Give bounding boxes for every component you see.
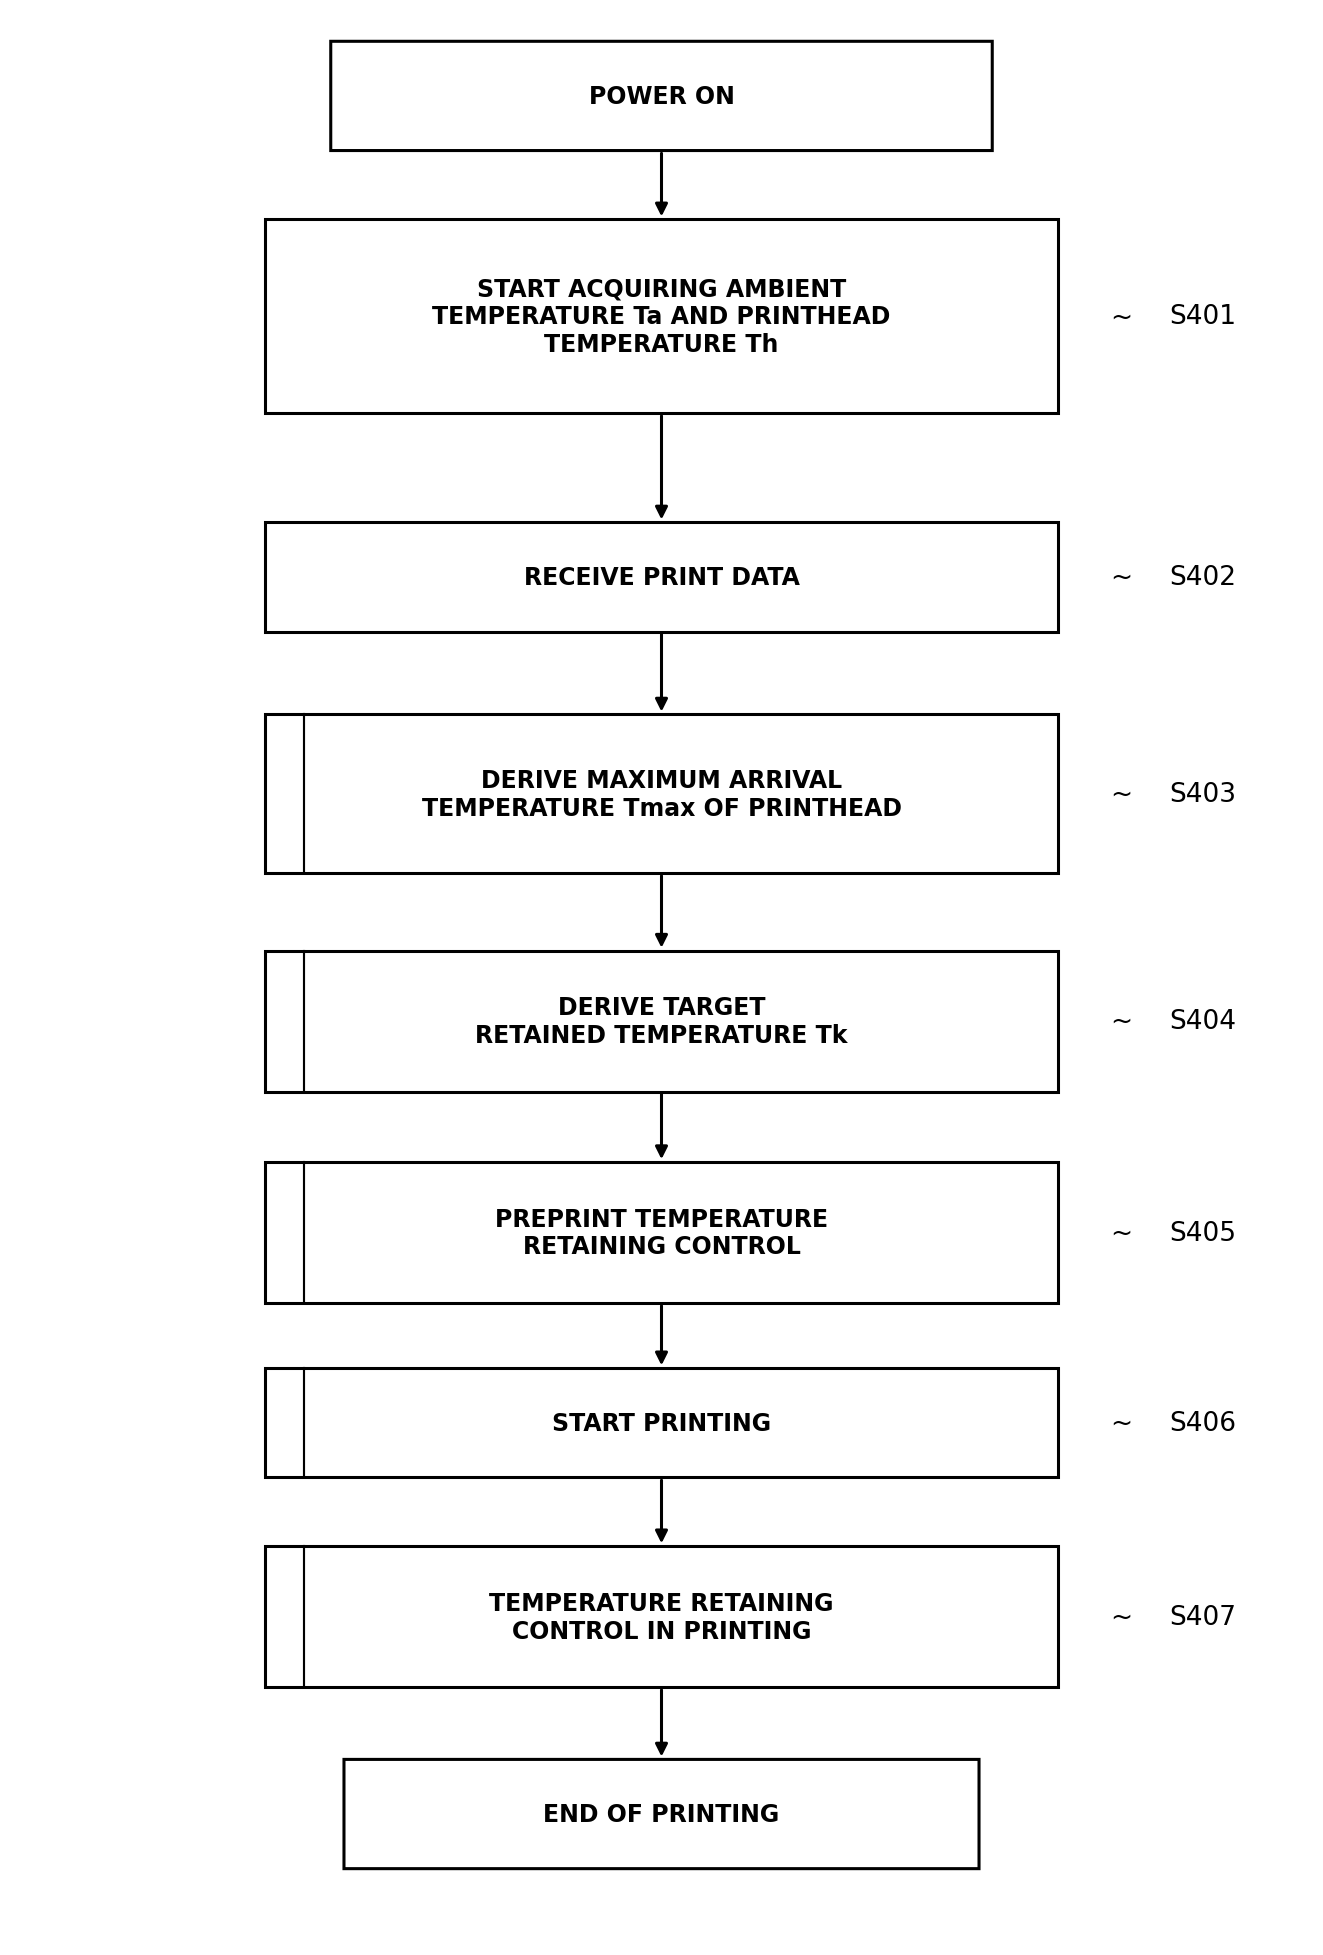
Text: S405: S405 [1170, 1220, 1237, 1245]
Text: POWER ON: POWER ON [589, 84, 734, 109]
Text: DERIVE MAXIMUM ARRIVAL
TEMPERATURE Tmax OF PRINTHEAD: DERIVE MAXIMUM ARRIVAL TEMPERATURE Tmax … [422, 768, 901, 821]
Bar [265, 1163, 1058, 1304]
Text: ~: ~ [1110, 1220, 1132, 1245]
Text: END OF PRINTING: END OF PRINTING [544, 1803, 779, 1826]
Text: S404: S404 [1170, 1009, 1237, 1034]
Text: S401: S401 [1170, 305, 1237, 330]
Text: DERIVE TARGET
RETAINED TEMPERATURE Tk: DERIVE TARGET RETAINED TEMPERATURE Tk [475, 995, 848, 1048]
Text: ~: ~ [1110, 1009, 1132, 1034]
Text: S406: S406 [1170, 1410, 1237, 1437]
Bar [265, 1546, 1058, 1687]
Text: ~: ~ [1110, 782, 1132, 807]
Text: START ACQUIRING AMBIENT
TEMPERATURE Ta AND PRINTHEAD
TEMPERATURE Th: START ACQUIRING AMBIENT TEMPERATURE Ta A… [433, 278, 890, 358]
Text: S402: S402 [1170, 565, 1237, 590]
Text: RECEIVE PRINT DATA: RECEIVE PRINT DATA [524, 565, 799, 590]
Text: ~: ~ [1110, 1603, 1132, 1630]
Bar [265, 524, 1058, 631]
FancyBboxPatch shape [331, 43, 992, 151]
Text: S407: S407 [1170, 1603, 1237, 1630]
Text: ~: ~ [1110, 1410, 1132, 1437]
Bar [265, 1368, 1058, 1478]
Bar [265, 716, 1058, 874]
Text: TEMPERATURE RETAINING
CONTROL IN PRINTING: TEMPERATURE RETAINING CONTROL IN PRINTIN… [490, 1591, 833, 1642]
Text: START PRINTING: START PRINTING [552, 1412, 771, 1435]
Text: ~: ~ [1110, 305, 1132, 330]
Text: ~: ~ [1110, 565, 1132, 590]
Text: PREPRINT TEMPERATURE
RETAINING CONTROL: PREPRINT TEMPERATURE RETAINING CONTROL [495, 1206, 828, 1259]
FancyBboxPatch shape [344, 1760, 979, 1869]
Bar [265, 221, 1058, 414]
Bar [265, 950, 1058, 1093]
Text: S403: S403 [1170, 782, 1237, 807]
